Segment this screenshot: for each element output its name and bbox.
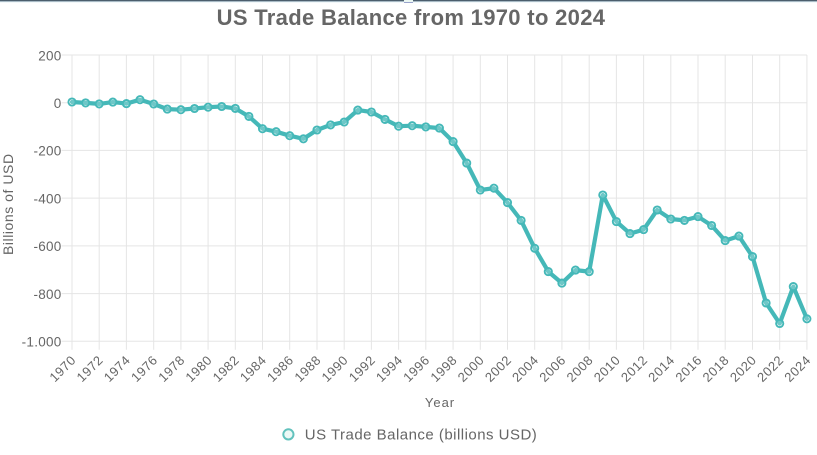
svg-text:1988: 1988 bbox=[291, 352, 323, 384]
svg-text:2016: 2016 bbox=[672, 352, 704, 384]
svg-text:2004: 2004 bbox=[509, 352, 541, 384]
svg-text:US Trade Balance (billions USD: US Trade Balance (billions USD) bbox=[305, 426, 537, 443]
svg-text:2010: 2010 bbox=[591, 352, 623, 384]
svg-text:1982: 1982 bbox=[210, 352, 242, 384]
svg-text:-200: -200 bbox=[33, 144, 61, 159]
svg-text:1976: 1976 bbox=[128, 352, 160, 384]
svg-text:2008: 2008 bbox=[564, 352, 596, 384]
svg-text:-1.000: -1.000 bbox=[22, 335, 62, 350]
svg-text:0: 0 bbox=[54, 96, 62, 111]
svg-text:2020: 2020 bbox=[727, 352, 759, 384]
svg-text:1986: 1986 bbox=[264, 352, 296, 384]
svg-text:2002: 2002 bbox=[482, 352, 514, 384]
svg-text:Year: Year bbox=[425, 395, 455, 410]
svg-text:2012: 2012 bbox=[618, 352, 650, 384]
svg-text:200: 200 bbox=[38, 48, 61, 63]
svg-text:1974: 1974 bbox=[101, 352, 133, 384]
svg-text:US Trade Balance from 1970 to: US Trade Balance from 1970 to 2024 bbox=[217, 5, 606, 30]
svg-text:2014: 2014 bbox=[645, 352, 677, 384]
svg-text:1990: 1990 bbox=[319, 352, 351, 384]
svg-text:2000: 2000 bbox=[455, 352, 487, 384]
svg-text:2018: 2018 bbox=[700, 352, 732, 384]
svg-text:2006: 2006 bbox=[536, 352, 568, 384]
svg-text:1978: 1978 bbox=[155, 352, 187, 384]
svg-text:2022: 2022 bbox=[754, 352, 786, 384]
svg-text:1984: 1984 bbox=[237, 352, 269, 384]
svg-text:1980: 1980 bbox=[182, 352, 214, 384]
svg-text:1970: 1970 bbox=[46, 352, 78, 384]
svg-text:2024: 2024 bbox=[781, 352, 813, 384]
svg-text:-800: -800 bbox=[33, 287, 61, 302]
svg-text:Billions of USD: Billions of USD bbox=[0, 153, 16, 255]
svg-text:1994: 1994 bbox=[373, 352, 405, 384]
svg-text:1996: 1996 bbox=[400, 352, 432, 384]
svg-text:1998: 1998 bbox=[427, 352, 459, 384]
svg-text:1972: 1972 bbox=[74, 352, 106, 384]
svg-text:1992: 1992 bbox=[346, 352, 378, 384]
svg-text:-600: -600 bbox=[33, 239, 61, 254]
svg-text:-400: -400 bbox=[33, 191, 61, 206]
